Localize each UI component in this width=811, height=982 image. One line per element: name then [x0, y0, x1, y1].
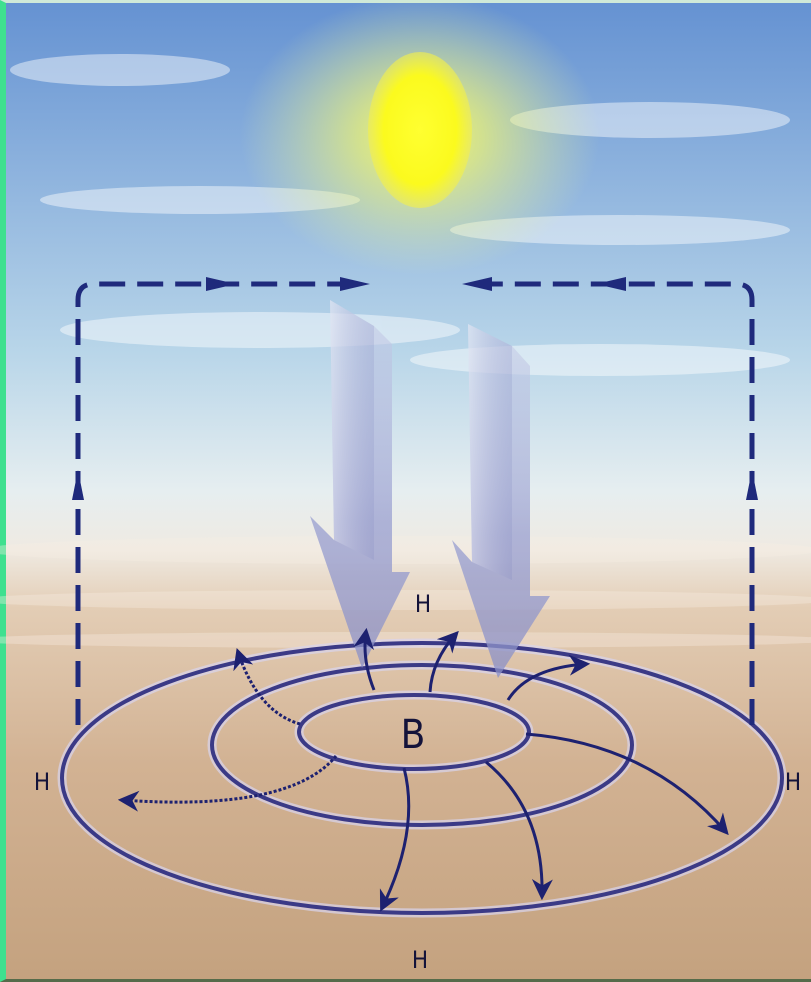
dashed-flow-arrowheads: [72, 277, 758, 500]
label-low-center: B: [401, 712, 426, 758]
dashed-circulation-arrow-icon: [75, 281, 755, 725]
label-high-right: H: [785, 768, 801, 796]
descending-air-arrow-icon: [310, 300, 550, 678]
label-high-left: H: [34, 768, 50, 796]
isobars: [57, 638, 787, 918]
label-high-top: H: [415, 590, 431, 618]
sun-icon: [368, 52, 472, 208]
label-high-bottom: H: [412, 946, 428, 974]
outflow-arrow-icon: [117, 627, 729, 912]
